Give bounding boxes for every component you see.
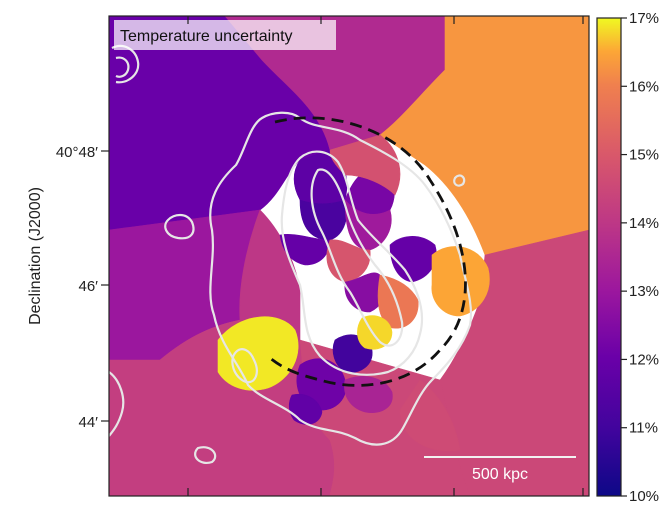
colorbar-tick-label-5: 15%	[629, 147, 659, 164]
x-axis-ticks	[187, 16, 584, 496]
contour-west-blob	[164, 213, 195, 240]
colorbar	[597, 18, 621, 496]
contour-middle	[280, 150, 424, 376]
contour-east-blob	[453, 174, 466, 187]
y-axis-title: Declination (J2000)	[27, 187, 44, 325]
panel-frame	[108, 15, 590, 497]
region-center-1	[299, 199, 348, 241]
region-north-bin-3	[329, 134, 401, 196]
y-axis-ticks	[101, 150, 109, 422]
region-south-center-2	[357, 315, 393, 350]
scale-bar-label: 500 kpc	[472, 466, 528, 483]
y-tick-label-48: 40°48′	[56, 144, 98, 161]
contour-west-edge	[109, 371, 125, 437]
colorbar-ticks: 10% 11% 12% 13% 14% 15% 16% 17%	[621, 10, 659, 505]
colorbar-tick-label-3: 13%	[629, 283, 659, 300]
region-bright-west	[217, 316, 299, 391]
contour-southwest	[231, 348, 258, 384]
region-east-bin-2	[377, 274, 419, 329]
region-north-east	[379, 16, 589, 256]
y-tick-label-44: 44′	[79, 414, 99, 431]
colorbar-frame	[596, 17, 622, 497]
region-east-bright	[431, 246, 490, 317]
y-tick-label-46: 46′	[79, 278, 99, 295]
colorbar-tick-label-6: 16%	[629, 78, 659, 95]
colorbar-tick-label-7: 17%	[629, 10, 659, 27]
contour-outer	[209, 111, 473, 446]
title-box	[114, 20, 336, 50]
voronoi-regions	[109, 16, 589, 496]
contour-lines	[109, 44, 473, 464]
contour-inner	[310, 168, 404, 347]
colorbar-tick-label-2: 12%	[629, 351, 659, 368]
colorbar-tick-label-0: 10%	[629, 488, 659, 505]
colorbar-tick-label-1: 11%	[629, 420, 658, 437]
map-panel: 500 kpc Temperature uncertainty	[109, 16, 589, 496]
region-south-bin-2	[344, 376, 393, 413]
colorbar-tick-label-4: 14%	[629, 215, 659, 232]
contour-south-small	[194, 446, 217, 464]
chart-title: Temperature uncertainty	[120, 28, 293, 45]
